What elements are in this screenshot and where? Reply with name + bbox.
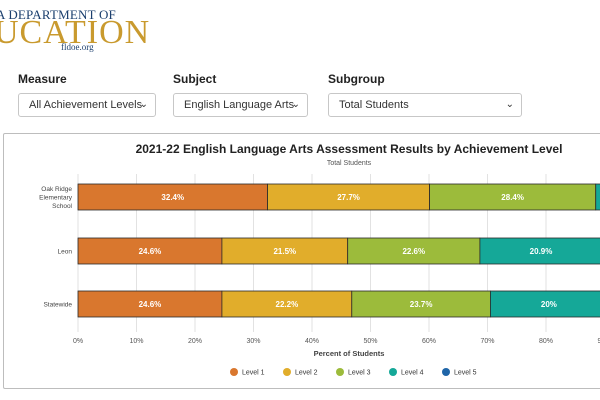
x-axis-title: Percent of Students (314, 349, 385, 358)
subgroup-filter: Subgroup Total Students ⌄ (328, 72, 522, 117)
legend-marker (230, 368, 238, 376)
category-label: Leon (58, 249, 73, 256)
measure-select[interactable]: All Achievement Levels ⌄ (18, 93, 156, 117)
x-axis-ticks: 0% 10% 20% 30% 40% 50% 60% 70% 80% 90% (73, 338, 600, 345)
chart-legend: Level 1 Level 2 Level 3 Level 4 Level 5 (230, 368, 477, 377)
category-label: Statewide (43, 302, 72, 309)
bar-segment[interactable] (351, 290, 491, 318)
measure-filter: Measure All Achievement Levels ⌄ (18, 72, 156, 117)
x-tick-label: 80% (539, 338, 553, 345)
x-tick-label: 60% (422, 338, 436, 345)
measure-select-value: All Achievement Levels (29, 99, 143, 111)
legend-item[interactable]: Level 5 (454, 370, 477, 377)
subject-filter: Subject English Language Arts ⌄ (173, 72, 308, 117)
legend-marker (389, 368, 397, 376)
bar-data-label: 23.7% (410, 300, 433, 309)
x-tick-label: 30% (246, 338, 260, 345)
subgroup-select-value: Total Students (339, 99, 409, 111)
bar-data-label: 22.6% (402, 247, 425, 256)
legend-item[interactable]: Level 3 (348, 370, 371, 377)
x-tick-label: 40% (305, 338, 319, 345)
chevron-down-icon: ⌄ (291, 99, 300, 110)
bar-segment[interactable] (77, 290, 223, 318)
bar-data-label: 24.6% (139, 300, 162, 309)
bar-segment[interactable] (479, 237, 600, 265)
subject-select[interactable]: English Language Arts ⌄ (173, 93, 308, 117)
legend-marker (336, 368, 344, 376)
x-tick-label: 90% (597, 338, 600, 345)
bar-data-label: 20.9% (530, 247, 553, 256)
bar-data-label: 20% (541, 300, 557, 309)
bar-segment[interactable] (595, 183, 600, 211)
subgroup-label: Subgroup (328, 72, 385, 86)
subject-label: Subject (173, 72, 217, 86)
stacked-bar-chart: 2021-22 English Language Arts Assessment… (39, 142, 600, 377)
subgroup-select[interactable]: Total Students ⌄ (328, 93, 522, 117)
bars: 32.4% 27.7% 28.4% 24.6% 21.5% 22.6% 20.9% 24.6%… (77, 183, 600, 318)
category-labels: Oak Ridge Elementary School Leon Statewide (39, 186, 73, 309)
chevron-down-icon: ⌄ (505, 99, 514, 110)
bar-data-label: 24.6% (139, 247, 162, 256)
chevron-down-icon: ⌄ (139, 99, 148, 110)
x-tick-label: 50% (363, 338, 377, 345)
bar-data-label: 32.4% (161, 193, 184, 202)
bar-segment[interactable] (429, 183, 597, 211)
chart-subtitle: Total Students (327, 160, 372, 167)
measure-label: Measure (18, 72, 67, 86)
fldoe-logo[interactable]: A DEPARTMENT OF UCATION fldoe.org (0, 0, 150, 58)
x-tick-label: 0% (73, 338, 83, 345)
logo-url-text: fldoe.org (61, 42, 94, 52)
bar-data-label: 22.2% (276, 300, 299, 309)
logo-department-text: A DEPARTMENT OF (0, 7, 116, 22)
legend-item[interactable]: Level 1 (242, 370, 265, 377)
x-tick-label: 10% (129, 338, 143, 345)
chart-title: 2021-22 English Language Arts Assessment… (136, 142, 563, 156)
subject-select-value: English Language Arts (184, 99, 295, 111)
bar-data-label: 21.5% (273, 247, 296, 256)
bar-segment[interactable] (490, 290, 600, 318)
legend-item[interactable]: Level 2 (295, 370, 318, 377)
bar-data-label: 28.4% (501, 193, 524, 202)
bar-segment[interactable] (77, 237, 223, 265)
legend-marker (283, 368, 291, 376)
legend-marker (442, 368, 450, 376)
bar-data-label: 27.7% (337, 193, 360, 202)
bar-segment[interactable] (221, 290, 353, 318)
logo-education-text: UCATION (0, 14, 150, 51)
x-tick-label: 20% (188, 338, 202, 345)
chart-panel: 2021-22 English Language Arts Assessment… (3, 133, 600, 389)
legend-item[interactable]: Level 4 (401, 370, 424, 377)
bar-segment[interactable] (221, 237, 349, 265)
x-tick-label: 70% (480, 338, 494, 345)
category-label: Oak Ridge Elementary School (39, 186, 73, 210)
bar-segment[interactable] (77, 183, 268, 211)
